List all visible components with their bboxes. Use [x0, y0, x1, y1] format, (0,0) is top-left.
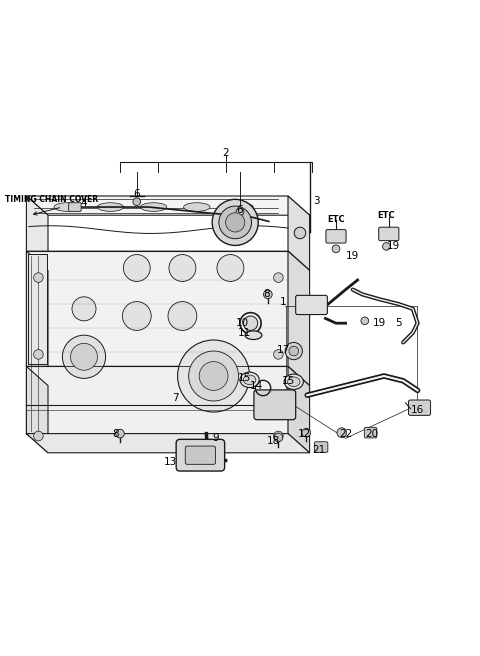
Polygon shape — [26, 251, 48, 386]
Circle shape — [274, 431, 283, 441]
Ellipse shape — [183, 203, 210, 211]
Circle shape — [34, 350, 43, 359]
FancyBboxPatch shape — [176, 440, 225, 471]
Circle shape — [274, 433, 283, 441]
Ellipse shape — [140, 203, 167, 211]
Text: 8: 8 — [263, 289, 270, 299]
Text: 22: 22 — [339, 428, 352, 439]
Polygon shape — [26, 251, 310, 270]
Circle shape — [72, 297, 96, 321]
Text: 21: 21 — [312, 445, 326, 455]
Circle shape — [337, 428, 347, 438]
FancyBboxPatch shape — [314, 441, 328, 453]
Circle shape — [116, 429, 124, 438]
Circle shape — [361, 317, 369, 325]
Circle shape — [178, 340, 250, 412]
Text: 3: 3 — [313, 195, 320, 206]
FancyBboxPatch shape — [254, 390, 296, 420]
Polygon shape — [288, 251, 310, 386]
Text: 16: 16 — [411, 405, 424, 415]
Text: 18: 18 — [267, 436, 280, 446]
Polygon shape — [26, 367, 288, 434]
Text: 13: 13 — [164, 457, 177, 467]
Text: TIMING CHAIN COVER: TIMING CHAIN COVER — [5, 195, 98, 204]
Circle shape — [236, 208, 244, 216]
Ellipse shape — [288, 377, 300, 386]
Circle shape — [243, 316, 258, 331]
Circle shape — [212, 199, 258, 245]
Text: 11: 11 — [238, 328, 252, 338]
Text: 19: 19 — [372, 318, 386, 328]
Text: 8: 8 — [112, 428, 119, 439]
Circle shape — [274, 350, 283, 359]
FancyBboxPatch shape — [69, 203, 81, 211]
Circle shape — [199, 361, 228, 390]
Circle shape — [219, 206, 252, 239]
Polygon shape — [26, 367, 48, 453]
Circle shape — [302, 428, 311, 437]
Circle shape — [169, 255, 196, 281]
Circle shape — [34, 431, 43, 441]
Text: 6: 6 — [237, 205, 243, 215]
Text: 12: 12 — [298, 428, 312, 439]
FancyBboxPatch shape — [364, 427, 377, 438]
Text: 15: 15 — [238, 373, 252, 383]
Ellipse shape — [240, 372, 259, 388]
Circle shape — [189, 351, 239, 401]
Circle shape — [122, 302, 151, 331]
Text: 7: 7 — [172, 392, 179, 403]
Circle shape — [71, 343, 97, 370]
Text: 19: 19 — [387, 241, 400, 251]
Text: ETC: ETC — [327, 216, 345, 224]
Ellipse shape — [54, 203, 81, 211]
FancyBboxPatch shape — [326, 230, 346, 243]
Circle shape — [294, 227, 306, 239]
Text: 15: 15 — [281, 376, 295, 386]
Text: 2: 2 — [222, 148, 229, 158]
Text: 10: 10 — [236, 318, 249, 328]
Circle shape — [274, 273, 283, 282]
Polygon shape — [26, 434, 310, 453]
Polygon shape — [288, 367, 310, 453]
Text: 4: 4 — [81, 198, 87, 208]
Circle shape — [383, 243, 390, 250]
Text: 5: 5 — [395, 318, 402, 328]
Circle shape — [289, 346, 299, 356]
Circle shape — [264, 290, 272, 298]
FancyBboxPatch shape — [408, 400, 431, 415]
FancyBboxPatch shape — [379, 227, 399, 241]
Text: 9: 9 — [213, 434, 219, 443]
Polygon shape — [26, 251, 288, 367]
Ellipse shape — [284, 374, 303, 390]
Ellipse shape — [97, 203, 124, 211]
Circle shape — [34, 273, 43, 282]
Text: 6: 6 — [133, 189, 140, 199]
Ellipse shape — [245, 331, 262, 340]
FancyBboxPatch shape — [296, 295, 327, 315]
Text: 19: 19 — [346, 251, 360, 261]
Text: 20: 20 — [365, 428, 379, 439]
Ellipse shape — [227, 203, 253, 211]
Polygon shape — [28, 254, 47, 364]
Circle shape — [217, 255, 244, 281]
Circle shape — [133, 198, 141, 205]
Polygon shape — [26, 196, 48, 270]
Circle shape — [62, 335, 106, 379]
Text: 17: 17 — [276, 344, 290, 355]
Text: ETC: ETC — [378, 211, 395, 220]
Text: 14: 14 — [250, 380, 264, 390]
Polygon shape — [26, 196, 310, 215]
Polygon shape — [288, 196, 310, 270]
Ellipse shape — [243, 375, 256, 384]
Circle shape — [332, 245, 340, 253]
Circle shape — [168, 302, 197, 331]
FancyBboxPatch shape — [185, 446, 216, 464]
Text: 1: 1 — [280, 297, 287, 306]
Circle shape — [123, 255, 150, 281]
Polygon shape — [26, 367, 310, 386]
Circle shape — [285, 342, 302, 359]
Circle shape — [226, 213, 245, 232]
